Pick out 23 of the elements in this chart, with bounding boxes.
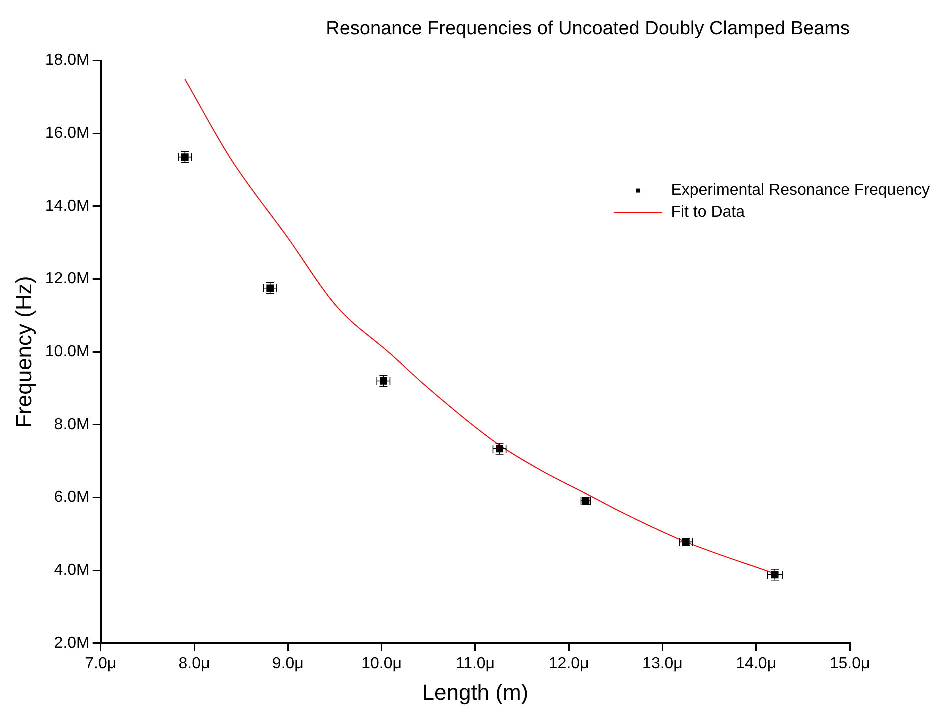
x-axis-title: Length (m) xyxy=(422,680,529,705)
x-tick-label: 10.0μ xyxy=(362,655,402,672)
y-tick-label: 12.0M xyxy=(45,270,90,288)
y-tick-label: 10.0M xyxy=(45,344,90,361)
x-tick-label: 13.0μ xyxy=(642,655,683,672)
x-tick-label: 8.0μ xyxy=(178,655,210,672)
y-tick-label: 8.0M xyxy=(54,416,90,434)
chart-title: Resonance Frequencies of Uncoated Doubly Clamped Beams xyxy=(326,18,850,40)
y-tick-label: 4.0M xyxy=(54,562,90,579)
x-tick-label: 11.0μ xyxy=(456,655,496,672)
x-tick-label: 12.0μ xyxy=(548,655,590,672)
y-axis-title: Frequency (Hz) xyxy=(11,276,36,428)
legend-label: Fit to Data xyxy=(671,204,746,222)
x-tick-label: 9.0μ xyxy=(272,655,304,672)
y-tick-label: 2.0M xyxy=(54,634,90,652)
y-tick-label: 18.0M xyxy=(45,52,90,70)
y-tick-label: 6.0M xyxy=(54,489,90,506)
legend-label: Experimental Resonance Frequency xyxy=(671,182,930,200)
y-tick-label: 14.0M xyxy=(45,198,90,215)
x-tick-label: 14.0μ xyxy=(736,655,777,672)
x-tick-label: 15.0μ xyxy=(830,655,870,672)
y-tick-label: 16.0M xyxy=(45,125,90,142)
x-tick-label: 7.0μ xyxy=(85,655,117,672)
